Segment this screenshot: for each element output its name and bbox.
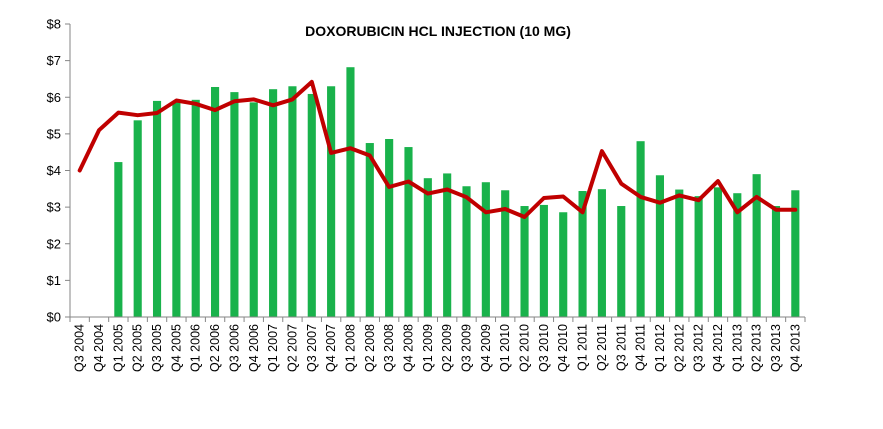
chart-title: DOXORUBICIN HCL INJECTION (10 MG) [305, 23, 571, 39]
bar [636, 141, 645, 317]
bar [191, 99, 200, 317]
x-tick-label: Q1 2009 [421, 324, 435, 372]
bar [578, 191, 587, 317]
bar [694, 196, 703, 317]
line-path [77, 79, 798, 219]
y-tick-label: $0 [47, 310, 61, 325]
x-tick-label: Q2 2013 [750, 324, 764, 372]
x-tick-label: Q4 2004 [92, 324, 106, 372]
x-tick-label: Q3 2004 [73, 324, 87, 372]
x-tick-label: Q2 2008 [363, 324, 377, 372]
y-tick-label: $2 [47, 236, 61, 251]
bar [152, 100, 162, 317]
bar [733, 193, 742, 317]
bar [423, 178, 432, 317]
bar [481, 182, 490, 317]
y-tick-label: $5 [47, 126, 61, 141]
x-tick-label: Q3 2005 [150, 324, 164, 372]
bar [114, 162, 123, 317]
bar [617, 206, 626, 317]
bar [462, 186, 471, 317]
x-tick-label: Q2 2007 [285, 324, 299, 372]
y-tick-label: $4 [47, 163, 61, 178]
x-tick-label: Q1 2005 [111, 324, 125, 372]
bar [133, 120, 142, 317]
x-tick-label: Q3 2012 [692, 324, 706, 372]
x-tick-label: Q4 2009 [479, 324, 493, 372]
x-tick-label: Q2 2011 [595, 324, 609, 371]
y-tick-label: $8 [47, 17, 61, 32]
bar [655, 175, 664, 317]
x-tick-label: Q2 2005 [131, 324, 145, 372]
x-tick-label: Q4 2007 [324, 324, 338, 372]
x-tick-label: Q2 2006 [208, 324, 222, 372]
x-tick-label: Q2 2012 [672, 324, 686, 372]
bar [501, 190, 510, 317]
bar [327, 86, 336, 317]
x-tick-label: Q3 2009 [460, 324, 474, 372]
x-tick-label: Q2 2009 [440, 324, 454, 372]
x-tick-label: Q2 2010 [518, 324, 532, 372]
x-tick-label: Q3 2008 [382, 324, 396, 372]
x-tick-label: Q4 2010 [556, 324, 570, 372]
x-tick-label: Q4 2008 [401, 324, 415, 372]
x-tick-label: Q3 2011 [614, 324, 628, 371]
bar [288, 86, 297, 317]
bar [249, 102, 258, 317]
x-tick-label: Q3 2013 [769, 324, 783, 372]
x-tick-label: Q1 2012 [653, 324, 667, 372]
bar [346, 67, 355, 317]
bar [539, 204, 548, 317]
bar [520, 206, 529, 317]
x-tick-label: Q4 2005 [169, 324, 183, 372]
x-tick-label: Q1 2011 [576, 324, 590, 371]
y-tick-label: $6 [47, 90, 61, 105]
x-tick-label: Q4 2013 [788, 324, 802, 372]
bar [385, 139, 394, 317]
x-tick-label: Q3 2010 [537, 324, 551, 372]
bar [597, 189, 606, 317]
x-tick-label: Q4 2012 [711, 324, 725, 372]
x-tick-label: Q4 2006 [247, 324, 261, 372]
y-axis: $0 $1 $2 $3 $4 $5 $6 $7 $8 [47, 17, 71, 325]
bar [172, 102, 181, 317]
x-tick-label: Q3 2007 [305, 324, 319, 372]
bar [713, 187, 723, 317]
x-tick-label: Q3 2006 [227, 324, 241, 372]
x-tick-label: Q1 2013 [730, 324, 744, 372]
x-tick-label: Q4 2011 [634, 324, 648, 371]
bar [443, 173, 452, 317]
x-tick-label: Q1 2008 [343, 324, 357, 372]
bar [211, 86, 220, 318]
bar [307, 93, 316, 317]
bar-series [114, 67, 800, 318]
bar [365, 143, 374, 317]
bar [771, 206, 781, 317]
bar [675, 189, 684, 317]
bar [230, 92, 239, 317]
bar [559, 212, 568, 317]
y-tick-label: $3 [47, 200, 61, 215]
x-tick-label: Q1 2007 [266, 324, 280, 372]
y-tick-label: $7 [47, 53, 61, 68]
bar [269, 89, 278, 317]
x-tick-label: Q1 2010 [498, 324, 512, 372]
bar [791, 190, 800, 317]
y-tick-label: $1 [47, 273, 61, 288]
x-axis: Q3 2004 Q4 2004 Q1 2005 Q2 2005 Q3 2005 Q4 20… [69, 316, 806, 372]
bar [404, 147, 413, 317]
bar [752, 174, 761, 317]
line-series [77, 79, 798, 219]
x-tick-label: Q1 2006 [189, 324, 203, 372]
